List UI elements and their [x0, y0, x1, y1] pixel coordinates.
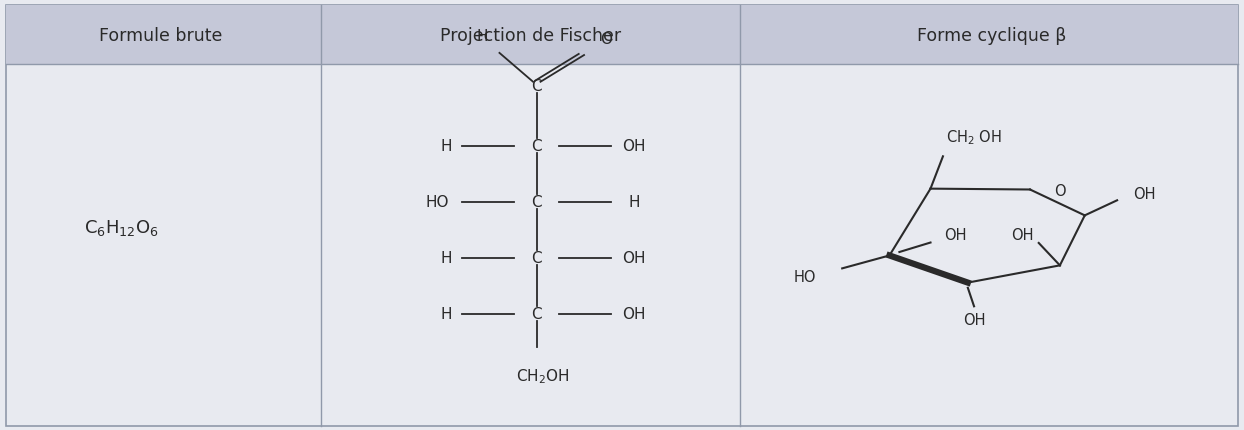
Text: H: H	[476, 29, 488, 44]
Text: OH: OH	[1011, 227, 1034, 242]
Text: OH: OH	[622, 251, 646, 265]
Text: O: O	[1054, 184, 1066, 198]
Text: H: H	[440, 307, 452, 321]
Text: HO: HO	[794, 270, 816, 285]
Text: OH: OH	[1133, 187, 1156, 202]
Text: C: C	[531, 195, 542, 209]
Text: Forme cyclique β: Forme cyclique β	[917, 27, 1067, 44]
Text: O: O	[601, 32, 612, 47]
Text: C: C	[531, 139, 542, 154]
Text: OH: OH	[622, 139, 646, 154]
Text: C: C	[531, 251, 542, 265]
Bar	[6, 6, 1238, 64]
Text: H: H	[440, 251, 452, 265]
Text: $\mathsf{CH_2}$ OH: $\mathsf{CH_2}$ OH	[945, 128, 1003, 146]
Text: OH: OH	[622, 307, 646, 321]
Text: HO: HO	[425, 195, 449, 209]
Text: H: H	[440, 139, 452, 154]
Text: C: C	[531, 79, 542, 93]
Text: Formule brute: Formule brute	[98, 27, 223, 44]
Text: $\mathsf{CH_2OH}$: $\mathsf{CH_2OH}$	[516, 367, 570, 386]
Text: Projection de Fischer: Projection de Fischer	[440, 27, 621, 44]
Text: OH: OH	[963, 312, 985, 327]
Text: C: C	[531, 307, 542, 321]
Text: $\mathsf{C_6H_{12}O_6}$: $\mathsf{C_6H_{12}O_6}$	[85, 218, 159, 238]
Text: OH: OH	[944, 228, 967, 243]
Text: H: H	[628, 195, 639, 209]
